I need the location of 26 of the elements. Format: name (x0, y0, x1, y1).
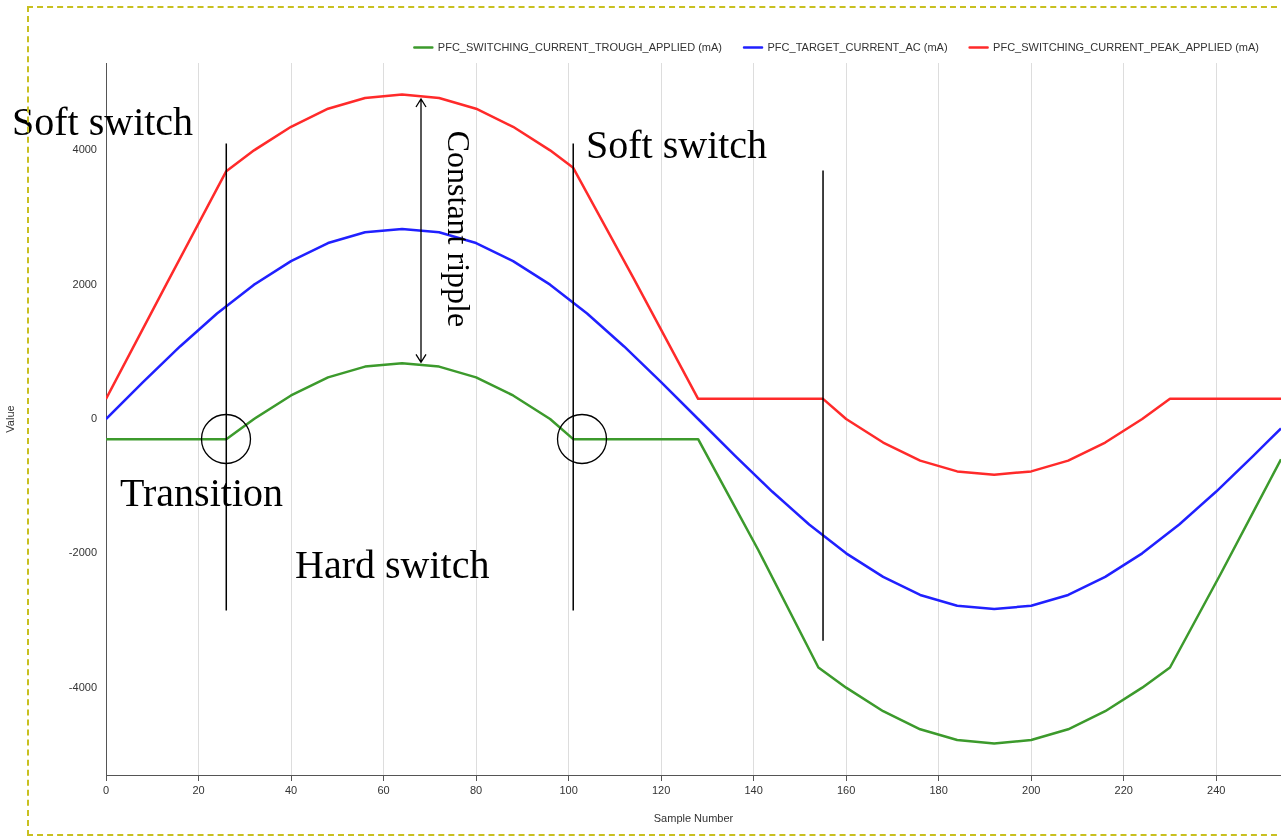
x-tick-label: 0 (102, 783, 110, 796)
y-tick-label: 4000 (72, 143, 97, 156)
x-tick-label: 160 (836, 783, 856, 796)
x-tick-label: 80 (469, 783, 483, 796)
x-tick-label: 100 (559, 783, 578, 796)
x-tick-label: 200 (1022, 783, 1041, 796)
legend-label: PFC_SWITCHING_CURRENT_PEAK_APPLIED (mA) (993, 40, 1260, 53)
legend-label: PFC_SWITCHING_CURRENT_TROUGH_APPLIED (mA) (437, 40, 723, 53)
x-tick-label: 180 (929, 783, 948, 796)
x-tick-label: 220 (1114, 783, 1133, 796)
x-tick-label: 60 (377, 783, 390, 796)
y-tick-label: -2000 (68, 546, 97, 559)
annotation: Constant ripple (441, 130, 478, 328)
annotation: Hard switch (295, 541, 490, 587)
x-axis-title: Sample Number (653, 812, 734, 825)
y-axis-title: Value (3, 405, 16, 433)
annotation: Soft switch (586, 121, 768, 167)
x-tick-label: 40 (284, 783, 298, 796)
y-tick-label: 0 (90, 412, 97, 425)
x-tick-label: 240 (1207, 783, 1226, 796)
legend-label: PFC_TARGET_CURRENT_AC (mA) (767, 40, 948, 53)
y-tick-label: -4000 (68, 680, 97, 693)
x-tick-label: 120 (651, 783, 671, 796)
x-tick-label: 140 (744, 783, 763, 796)
x-tick-label: 20 (192, 783, 205, 796)
y-tick-label: 2000 (72, 277, 97, 290)
